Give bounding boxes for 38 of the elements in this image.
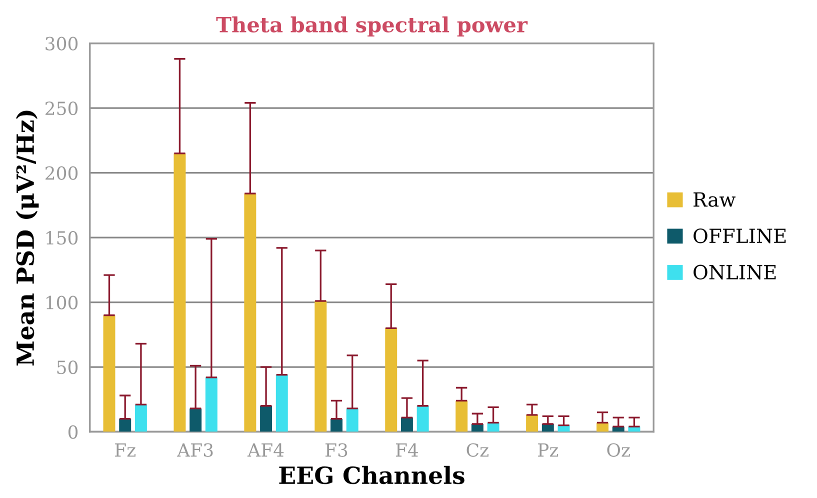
x-tick-label: AF4 (247, 443, 284, 457)
bar (526, 414, 538, 432)
bar (330, 418, 342, 432)
bar (119, 418, 132, 432)
y-tick-label: 100 (46, 296, 78, 310)
x-tick-label: Oz (607, 443, 630, 457)
bar (314, 300, 327, 432)
bar (260, 406, 272, 432)
y-tick-label: 150 (46, 231, 78, 245)
y-axis-title: Mean PSD (μV²/Hz) (16, 110, 39, 366)
x-tick-label: Fz (115, 443, 136, 457)
y-tick-label: 200 (46, 166, 78, 180)
bar (416, 406, 429, 432)
bar (190, 408, 202, 432)
x-tick-label: Pz (538, 443, 558, 457)
bar (134, 404, 147, 432)
bar (346, 408, 358, 432)
bar (103, 315, 116, 432)
bar (205, 377, 218, 432)
legend-label: OFFLINE (694, 228, 786, 244)
bar (400, 418, 413, 432)
legend-label: Raw (694, 192, 736, 207)
bar (456, 400, 468, 432)
x-tick-label: F3 (325, 443, 348, 457)
y-tick-label: 50 (57, 360, 78, 374)
bar (244, 194, 256, 432)
y-tick-label: 300 (46, 36, 78, 50)
chart-title: Theta band spectral power (216, 16, 528, 37)
x-tick-label: AF3 (176, 443, 213, 457)
y-tick-label: 0 (68, 425, 78, 439)
legend-label: ONLINE (694, 264, 776, 280)
y-tick-label: 250 (46, 102, 78, 116)
bar (276, 374, 288, 432)
x-tick-label: Cz (466, 443, 488, 457)
x-axis-title: EEG Channels (279, 466, 464, 484)
bar (385, 328, 398, 432)
x-tick-label: F4 (396, 443, 418, 457)
bar (174, 153, 186, 432)
